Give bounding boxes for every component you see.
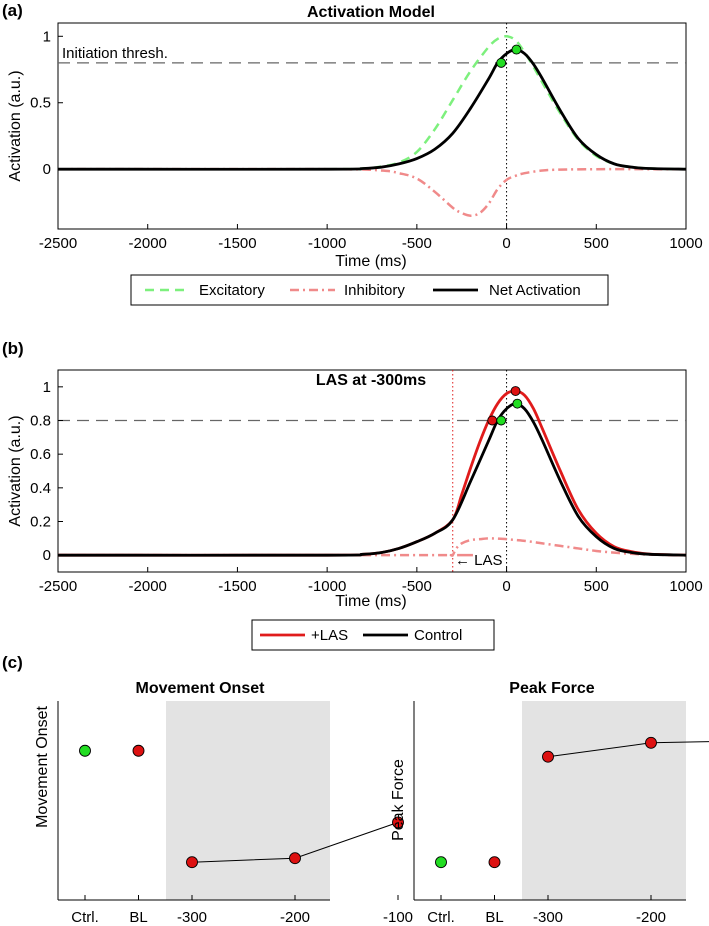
b-xtick-label-2500: -2500 [39,578,77,595]
b-xtick-label-2000: -2000 [129,578,167,595]
c1-xtick-label-bl: BL [129,909,147,926]
c1-point-bl [132,744,145,757]
panel-a-axes-box [57,22,687,230]
c2-point-bl [488,856,501,869]
legend-label-control: Control [414,627,462,644]
threshold-label: Initiation thresh. [62,45,168,62]
b-series-control [57,402,687,557]
panel-a-title: Activation Model [307,4,435,21]
b-xtick-label-0: 0 [502,578,510,595]
b-ytick-label-0: 0 [43,547,51,564]
panel-a-xlabel: Time (ms) [335,253,406,270]
b-xtick-label-500: 500 [584,578,609,595]
c1-xtick-label-300: -300 [177,909,207,926]
c1-point-100 [392,816,404,829]
c2-xtick-label-200: -200 [636,909,666,926]
panel-c1-ylabel: Movement Onset [34,706,51,828]
panel-a-ylabel: Activation (a.u.) [7,70,24,181]
a-xtick-label-2500: -2500 [39,235,77,252]
c1-point-300 [186,856,198,869]
c2-xtick-label-300: -300 [533,909,563,926]
panel-a-legend: Excitatory Inhibitory Net Activation [130,274,609,306]
c2-point-ctrl [435,856,447,869]
a-marker-green-0 [496,57,507,68]
panel-c2-title: Peak Force [509,680,594,697]
b-ytick-label-0-6: 0.6 [30,446,51,463]
c2-point-200 [645,736,657,749]
a-xtick-label-1000: 1000 [669,235,702,252]
a-xtick-label-1000: -1000 [308,235,346,252]
panel-b-title: LAS at -300ms [316,372,426,389]
legend-label-excitatory: Excitatory [199,282,265,299]
panel-a-legend-box [130,274,609,306]
a-xtick-label-0: 0 [502,235,510,252]
legend-label-net-activation: Net Activation [489,282,581,299]
panel-b-axes-box [57,369,687,573]
a-xtick-label-2000: -2000 [129,235,167,252]
a-ytick-label-1: 1 [43,28,51,45]
las-annotation: ← LAS [455,552,503,569]
b-series-las-component [57,537,687,557]
c1-point-200 [289,852,301,865]
legend-label-las: +LAS [311,627,348,644]
panel-b-legend: +LAS Control [251,619,495,651]
panel-c-movement-onset: Movement Onset Ctrl. BL -300 -200 -100 Movem… [34,680,413,926]
b-ytick-label-0-2: 0.2 [30,514,51,531]
panel-tag-c: (c) [2,653,23,672]
panel-tag-a: (a) [2,1,23,20]
b-xtick-label-500: -500 [402,578,432,595]
b-marker-red-0 [487,415,498,426]
b-marker-green-3 [512,398,523,409]
legend-label-inhibitory: Inhibitory [344,282,405,299]
panel-b: LAS at -300ms -2500 -2000 -1500 -1000 -500 0 5… [7,369,703,651]
panel-c1-title: Movement Onset [136,680,266,697]
b-marker-red-2 [510,386,521,396]
c1-shaded-region [166,701,330,900]
c1-xtick-label-ctrl: Ctrl. [71,909,99,926]
panel-a: Activation Model -2500 -2000 -1500 -1000 -50… [7,4,703,306]
b-marker-green-1 [496,415,507,426]
a-series-net-activation [57,48,687,171]
c2-shaded-region [522,701,686,900]
panel-tag-b: (b) [2,339,24,358]
panel-c2-ylabel: Peak Force [390,759,407,841]
b-xtick-label-1000: 1000 [669,578,702,595]
b-xtick-label-1500: -1500 [218,578,256,595]
b-xtick-label-1000: -1000 [308,578,346,595]
b-ytick-label-1: 1 [43,379,51,396]
a-marker-green-1 [511,44,522,55]
c1-xtick-label-200: -200 [280,909,310,926]
a-series-inhibitory [57,167,686,217]
a-xtick-label-500: -500 [402,235,432,252]
a-xtick-label-1500: -1500 [218,235,256,252]
c2-xtick-label-bl: BL [485,909,503,926]
a-ytick-label-0: 0 [43,161,51,178]
c1-xtick-label-100: -100 [383,909,413,926]
b-ytick-label-0-4: 0.4 [30,480,51,497]
b-ytick-label-0-8: 0.8 [30,413,51,430]
panel-b-ylabel: Activation (a.u.) [7,415,24,526]
a-ytick-label-0-5: 0.5 [30,95,51,112]
c1-point-ctrl [79,744,91,757]
c2-point-300 [542,750,554,763]
panel-c-peak-force: Peak Force Ctrl.BL-300-200-100 Peak Forc… [390,680,709,926]
c2-xtick-label-ctrl: Ctrl. [427,909,455,926]
a-xtick-label-500: 500 [584,235,609,252]
panel-b-xlabel: Time (ms) [335,593,406,610]
